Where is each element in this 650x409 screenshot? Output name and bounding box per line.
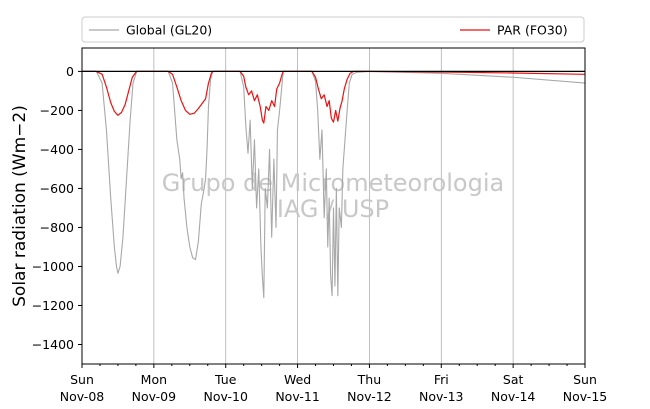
y-axis: 0 −200 −400 −600 −800 −1000 −1200 −1400 [32,64,82,352]
watermark-line-1: Grupo de Micrometeorologia [162,169,504,197]
y-tick-label: 0 [66,64,74,79]
x-tick-label-date: Nov-14 [491,389,536,404]
x-tick-label-date: Nov-11 [275,389,319,404]
x-tick-label-day: Fri [434,372,449,387]
y-tick-label: −400 [40,142,74,157]
x-tick-label-date: Nov-15 [563,389,607,404]
legend-box [81,16,585,43]
x-tick-label-date: Nov-09 [132,389,177,404]
x-tick-label-date: Nov-12 [347,389,391,404]
y-tick-label: −800 [40,220,74,235]
legend-label-global: Global (GL20) [126,23,212,38]
x-tick-label-date: Nov-10 [203,389,248,404]
x-tick-label-day: Wed [284,372,311,387]
y-tick-label: −200 [40,103,74,118]
series-line-par [82,70,586,124]
watermark: Grupo de Micrometeorologia IAG / USP [162,169,504,223]
x-tick-label-date: Nov-13 [419,389,463,404]
x-tick-label-day: Sun [573,372,597,387]
x-axis: Sun Nov-08 Mon Nov-09 Tue Nov-10 Wed Nov-11 Thu N… [60,364,607,404]
y-tick-label: −600 [40,181,74,196]
x-tick-label-date: Nov-08 [60,389,105,404]
y-tick-label: −1400 [32,337,74,352]
x-tick-label-day: Tue [214,372,237,387]
x-tick-label-day: Mon [141,372,167,387]
y-axis-label: Solar radiation (Wm−2) [10,105,30,307]
x-tick-label-day: Thu [357,372,381,387]
legend-label-par: PAR (FO30) [497,23,568,38]
x-tick-label-day: Sun [70,372,94,387]
x-tick-label-day: Sat [503,372,524,387]
y-tick-label: −1200 [32,298,74,313]
grid [153,48,514,364]
y-tick-label: −1000 [32,259,74,274]
legend: Global (GL20) PAR (FO30) [81,16,585,43]
